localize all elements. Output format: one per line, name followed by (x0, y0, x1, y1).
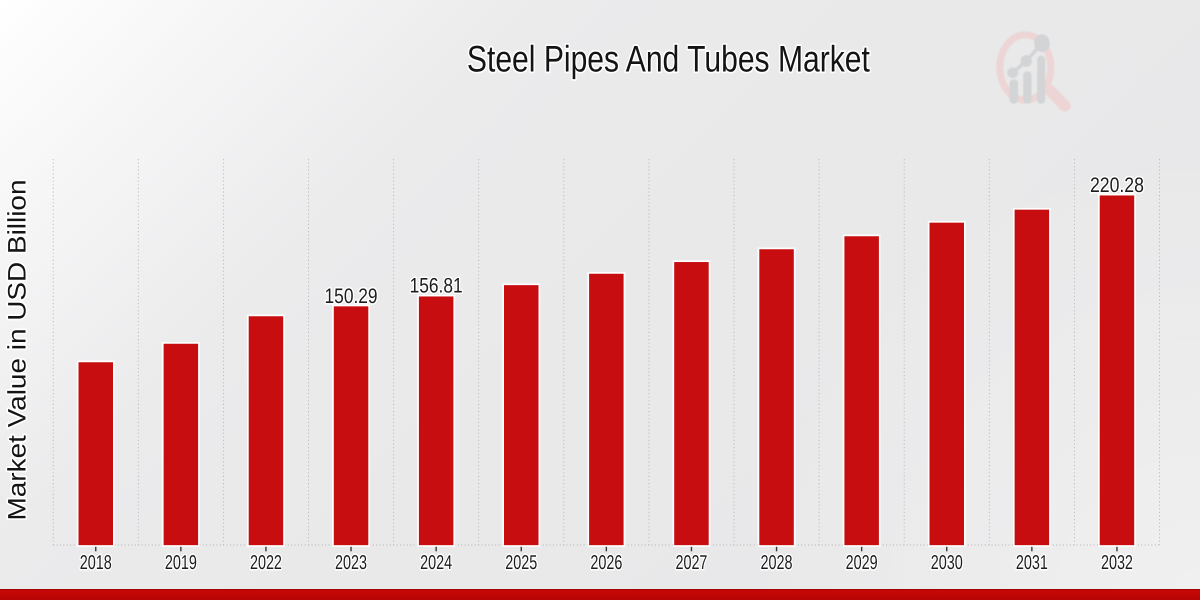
svg-text:150.29: 150.29 (325, 285, 378, 308)
svg-text:2028: 2028 (761, 552, 793, 574)
svg-text:2018: 2018 (80, 552, 112, 574)
svg-text:2022: 2022 (250, 552, 282, 574)
svg-text:2031: 2031 (1016, 552, 1048, 574)
svg-text:2019: 2019 (165, 552, 197, 574)
svg-text:2023: 2023 (335, 552, 367, 574)
svg-text:2026: 2026 (590, 552, 622, 574)
svg-text:2025: 2025 (505, 552, 537, 574)
svg-text:2027: 2027 (675, 552, 707, 574)
svg-text:2029: 2029 (846, 552, 878, 574)
svg-text:156.81: 156.81 (410, 275, 463, 298)
svg-text:Market Value in USD Billion: Market Value in USD Billion (4, 180, 32, 521)
svg-text:220.28: 220.28 (1090, 174, 1144, 197)
svg-text:2032: 2032 (1101, 552, 1133, 574)
svg-text:Steel Pipes And Tubes Market: Steel Pipes And Tubes Market (467, 38, 871, 79)
svg-text:2024: 2024 (420, 552, 452, 574)
svg-text:2030: 2030 (931, 552, 963, 574)
